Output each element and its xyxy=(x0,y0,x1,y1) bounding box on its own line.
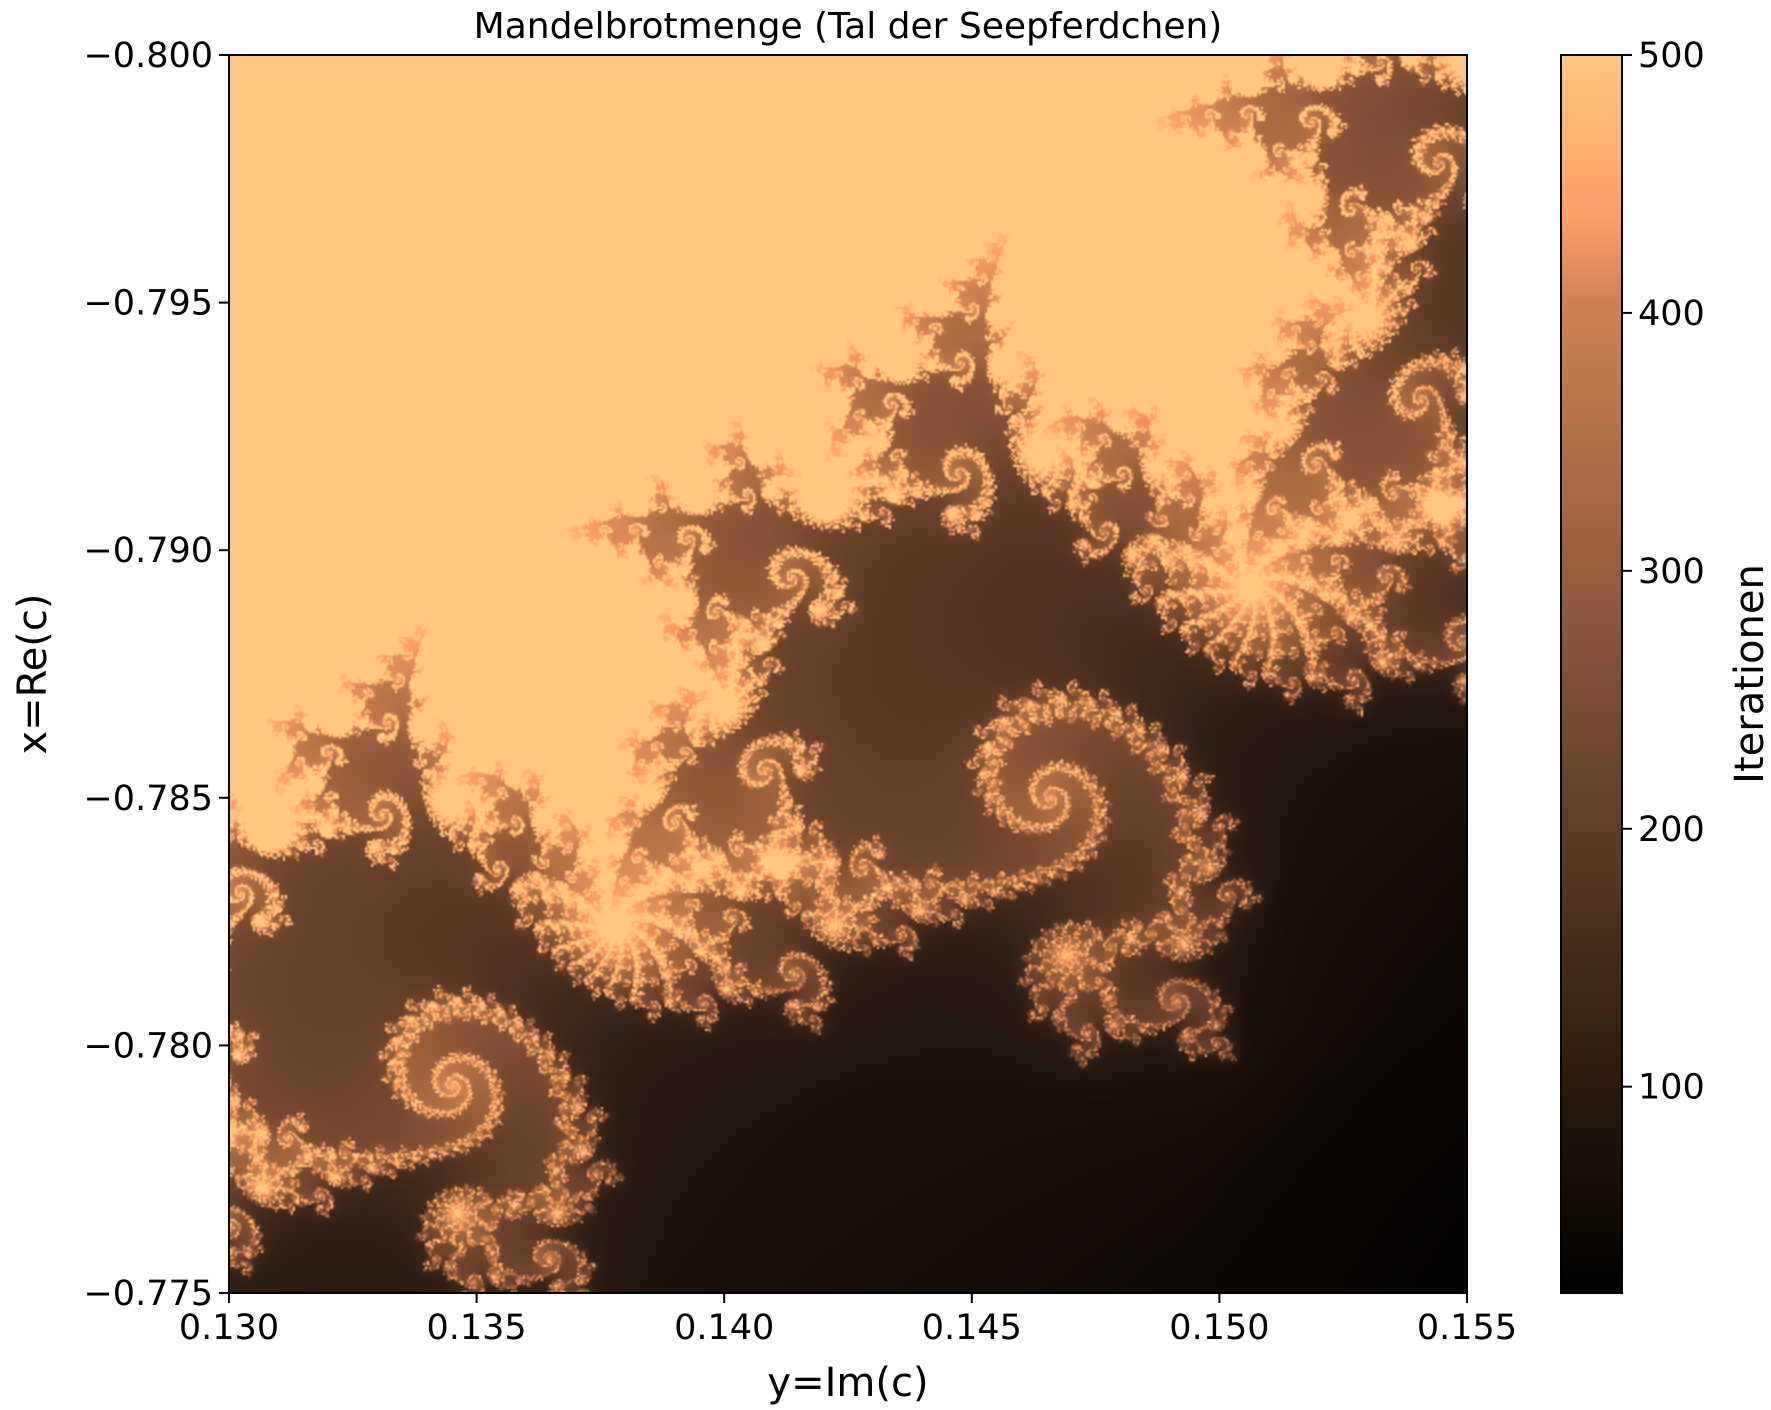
x-tick-label: 0.130 xyxy=(179,1308,279,1348)
y-axis: −0.800 −0.795 −0.790 −0.785 −0.780 −0.775 xyxy=(83,36,229,1314)
x-tick-label: 0.155 xyxy=(1417,1308,1517,1348)
x-tick-label: 0.135 xyxy=(426,1308,526,1348)
y-tick-label: −0.790 xyxy=(83,531,213,571)
colorbar-tick-label: 200 xyxy=(1638,810,1705,850)
colorbar-gradient xyxy=(1561,55,1622,1293)
colorbar-frame xyxy=(1560,54,1623,1294)
y-tick-label: −0.795 xyxy=(83,284,213,324)
chart-title: Mandelbrotmenge (Tal der Seepferdchen) xyxy=(474,6,1223,47)
y-axis-label: x=Re(c) xyxy=(10,594,56,755)
x-axis-label: y=Im(c) xyxy=(767,1360,928,1406)
x-tick-label: 0.140 xyxy=(674,1308,774,1348)
colorbar-ticks: 100 200 300 400 500 xyxy=(1622,36,1705,1108)
y-tick-label: −0.800 xyxy=(83,36,213,76)
x-tick-label: 0.150 xyxy=(1169,1308,1269,1348)
y-tick-label: −0.775 xyxy=(83,1274,213,1314)
plot-frame xyxy=(228,54,1468,1294)
colorbar-label: Iterationen xyxy=(1727,564,1771,784)
colorbar: 100 200 300 400 500 Iterationen xyxy=(1560,36,1771,1294)
colorbar-tick-label: 400 xyxy=(1638,294,1705,334)
colorbar-tick-label: 500 xyxy=(1638,36,1705,76)
plot-area xyxy=(228,54,1468,1294)
x-tick-label: 0.145 xyxy=(922,1308,1022,1348)
y-tick-label: −0.785 xyxy=(83,779,213,819)
y-tick-label: −0.780 xyxy=(83,1026,213,1066)
colorbar-tick-label: 300 xyxy=(1638,552,1705,592)
colorbar-tick-label: 100 xyxy=(1638,1068,1705,1108)
x-axis: 0.130 0.135 0.140 0.145 0.150 0.155 xyxy=(179,1293,1517,1348)
mandelbrot-image xyxy=(229,55,1467,1293)
